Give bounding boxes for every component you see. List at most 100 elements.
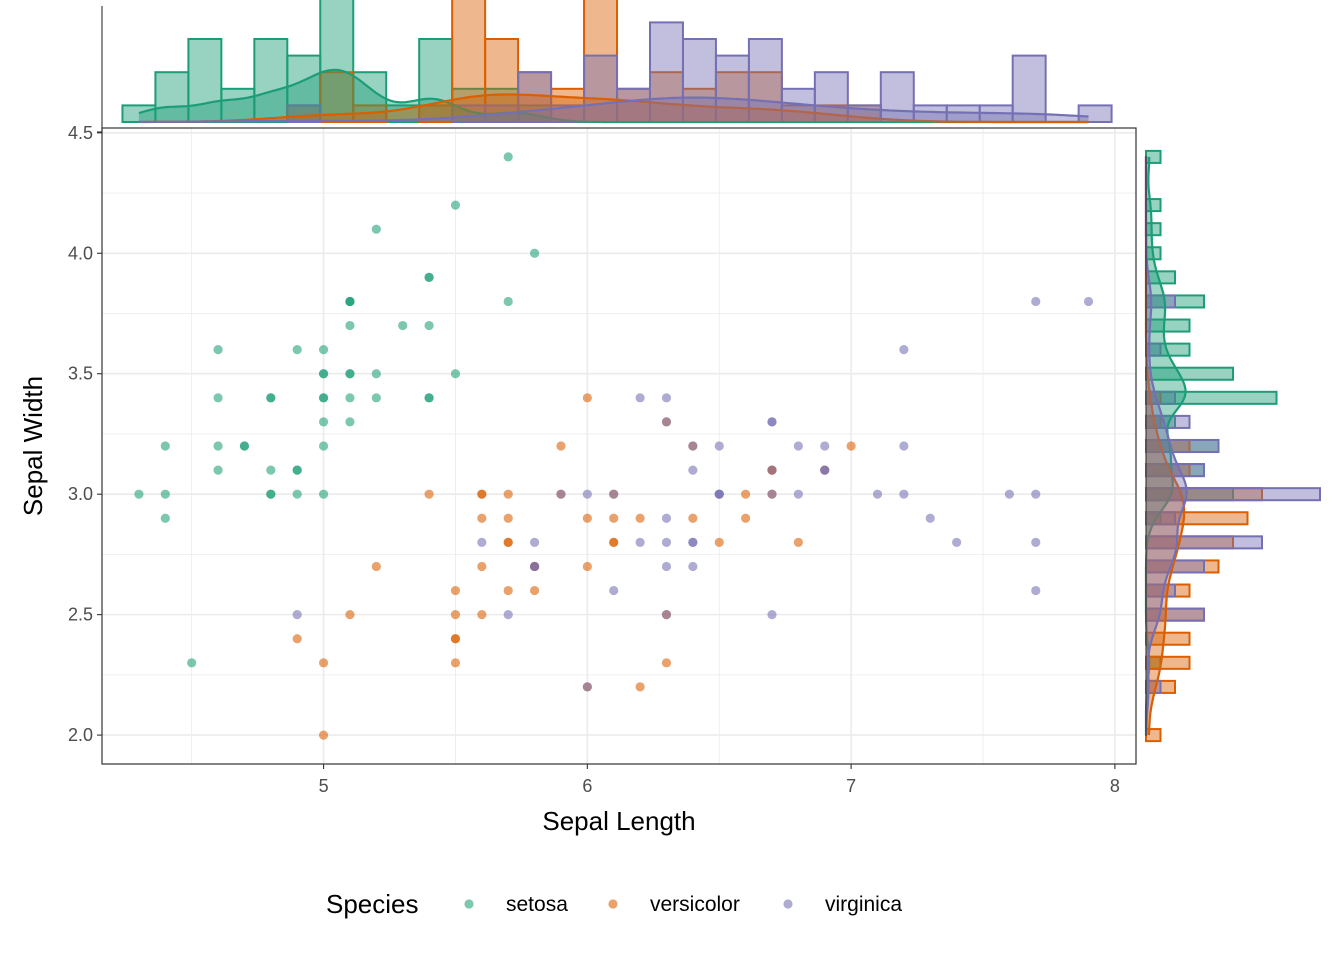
point-setosa (266, 465, 276, 475)
point-virginica (793, 489, 803, 499)
point-setosa (371, 393, 381, 403)
point-virginica (503, 610, 513, 620)
point-virginica (688, 465, 698, 475)
point-versicolor (793, 537, 803, 547)
point-versicolor (450, 610, 461, 620)
point-setosa (292, 489, 302, 499)
point-setosa (503, 152, 513, 162)
point-virginica (529, 537, 540, 547)
point-setosa (292, 465, 302, 475)
legend-key-setosa (464, 899, 474, 909)
point-setosa (529, 248, 540, 258)
point-virginica (1031, 296, 1041, 307)
point-setosa (213, 345, 223, 355)
hist-bar-top-virginica (681, 38, 717, 123)
point-virginica (714, 441, 724, 451)
point-versicolor (529, 585, 540, 596)
point-virginica (609, 489, 619, 499)
point-versicolor (318, 730, 329, 740)
point-versicolor (846, 441, 856, 451)
legend: Species setosa versicolor virginica (326, 889, 902, 919)
point-versicolor (688, 513, 698, 523)
x-axis-title: Sepal Length (542, 806, 695, 836)
point-versicolor (477, 610, 487, 620)
point-setosa (266, 489, 276, 499)
point-virginica (609, 585, 619, 596)
y-tick-label: 2.5 (68, 605, 93, 625)
point-setosa (345, 393, 355, 403)
point-versicolor (503, 489, 513, 499)
point-virginica (661, 610, 672, 620)
point-setosa (160, 513, 170, 523)
y-tick-label: 4.5 (68, 123, 93, 143)
point-versicolor (741, 513, 751, 523)
point-virginica (582, 489, 592, 499)
point-virginica (688, 441, 698, 451)
plot-panel (101, 127, 1137, 765)
point-versicolor (450, 634, 461, 644)
point-setosa (213, 465, 223, 475)
hist-bar-top-versicolor (714, 71, 750, 123)
top-marginal-histogram (121, 0, 1113, 124)
point-versicolor (503, 513, 513, 523)
point-setosa (345, 296, 355, 307)
point-setosa (424, 272, 434, 282)
point-virginica (1004, 489, 1014, 499)
point-versicolor (450, 585, 461, 596)
panel-border (101, 127, 1137, 765)
point-versicolor (477, 513, 487, 523)
point-virginica (793, 441, 803, 451)
point-virginica (635, 537, 645, 547)
density-area-top-setosa (138, 69, 1089, 122)
point-versicolor (318, 658, 329, 668)
density-area-right-setosa (1146, 156, 1186, 736)
point-virginica (582, 682, 592, 692)
hist-bar-top-virginica (286, 104, 322, 124)
point-versicolor (661, 658, 672, 668)
point-versicolor (635, 513, 645, 523)
x-tick-label: 8 (1110, 776, 1120, 796)
point-versicolor (292, 634, 302, 644)
y-axis-title: Sepal Width (18, 376, 48, 516)
point-versicolor (609, 513, 619, 523)
point-versicolor (345, 610, 355, 620)
point-virginica (925, 513, 935, 523)
point-setosa (371, 369, 381, 379)
legend-label-versicolor: versicolor (650, 893, 740, 916)
legend-label-virginica: virginica (825, 893, 902, 916)
point-virginica (1031, 489, 1041, 499)
point-versicolor (477, 561, 487, 572)
density-curve-top-virginica (138, 96, 1089, 123)
hist-bar-top-setosa (418, 38, 454, 123)
point-setosa (450, 369, 461, 379)
hist-bar-top-virginica (1077, 104, 1113, 124)
point-virginica (952, 537, 962, 547)
y-tick-label: 4.0 (68, 243, 93, 263)
y-axis: 2.0 2.5 3.0 3.5 4.0 4.5 (68, 123, 102, 745)
point-setosa (318, 441, 329, 451)
hist-bar-top-setosa (286, 54, 322, 123)
point-virginica (661, 561, 672, 572)
point-virginica (556, 489, 566, 499)
point-versicolor (450, 658, 461, 668)
density-area-right-virginica (1146, 156, 1187, 736)
point-virginica (688, 561, 698, 572)
point-setosa (345, 320, 355, 331)
point-setosa (292, 345, 302, 355)
point-virginica (292, 610, 302, 620)
density-area-top-virginica (138, 97, 1089, 122)
x-tick-label: 6 (582, 776, 592, 796)
point-versicolor (477, 489, 487, 499)
panel-background (102, 128, 1136, 764)
point-virginica (767, 489, 777, 499)
legend-key-virginica (783, 899, 793, 909)
x-tick-label: 5 (319, 776, 329, 796)
density-area-top-versicolor (138, 94, 1089, 122)
point-versicolor (582, 393, 592, 403)
point-setosa (266, 393, 276, 403)
point-setosa (134, 489, 144, 499)
hist-bar-top-setosa (187, 38, 223, 123)
point-virginica (661, 393, 672, 403)
point-virginica (820, 441, 830, 451)
point-setosa (187, 658, 197, 668)
